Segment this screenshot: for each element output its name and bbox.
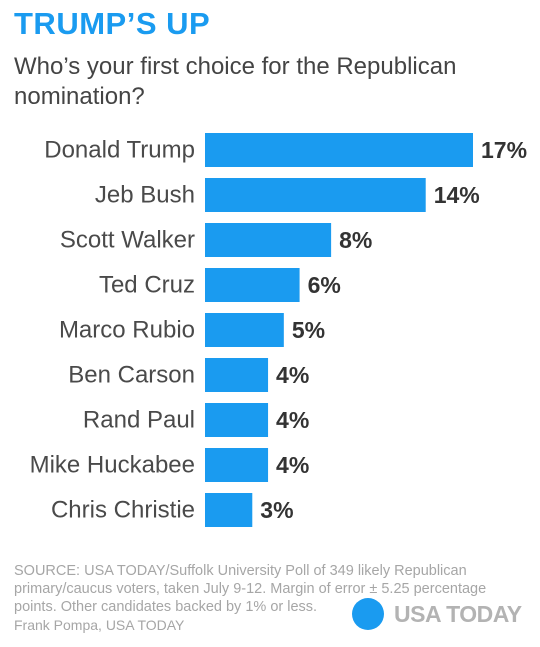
logo-circle-icon [352, 598, 384, 630]
category-label-ben-carson: Ben Carson [68, 362, 195, 389]
chart-subtitle: Who’s your first choice for the Republic… [14, 53, 457, 110]
bar-mike-huckabee [205, 448, 269, 482]
value-label-rand-paul: 4% [276, 407, 309, 433]
bar-jeb-bush [205, 178, 426, 212]
usa-today-logo: USA TODAY [352, 598, 522, 630]
bar-ted-cruz [205, 268, 300, 302]
category-label-donald-trump: Donald Trump [44, 137, 195, 164]
category-label-scott-walker: Scott Walker [60, 227, 195, 254]
value-label-ted-cruz: 6% [308, 272, 341, 298]
source-note: SOURCE: USA TODAY/Suffolk University Pol… [14, 563, 487, 615]
category-label-chris-christie: Chris Christie [51, 497, 195, 524]
credit-line: Frank Pompa, USA TODAY [14, 617, 185, 633]
bar-scott-walker [205, 223, 332, 257]
value-label-scott-walker: 8% [339, 227, 372, 253]
value-label-jeb-bush: 14% [434, 182, 480, 208]
bar-chart: Donald Trump 17% Jeb Bush 14% Scott Walker 8%… [30, 133, 527, 527]
value-label-donald-trump: 17% [481, 137, 527, 163]
bar-rand-paul [205, 403, 269, 437]
value-label-ben-carson: 4% [276, 362, 309, 388]
headline: TRUMP’S UP [14, 6, 211, 41]
logo-text: USA TODAY [394, 600, 522, 627]
category-label-mike-huckabee: Mike Huckabee [30, 452, 195, 479]
category-label-rand-paul: Rand Paul [83, 407, 195, 434]
category-label-ted-cruz: Ted Cruz [99, 272, 195, 299]
value-label-chris-christie: 3% [260, 497, 293, 523]
bar-ben-carson [205, 358, 269, 392]
category-label-marco-rubio: Marco Rubio [59, 317, 195, 344]
bar-donald-trump [205, 133, 473, 167]
bar-marco-rubio [205, 313, 284, 347]
value-label-marco-rubio: 5% [292, 317, 325, 343]
value-label-mike-huckabee: 4% [276, 452, 309, 478]
category-label-jeb-bush: Jeb Bush [95, 182, 195, 209]
bar-chris-christie [205, 493, 253, 527]
